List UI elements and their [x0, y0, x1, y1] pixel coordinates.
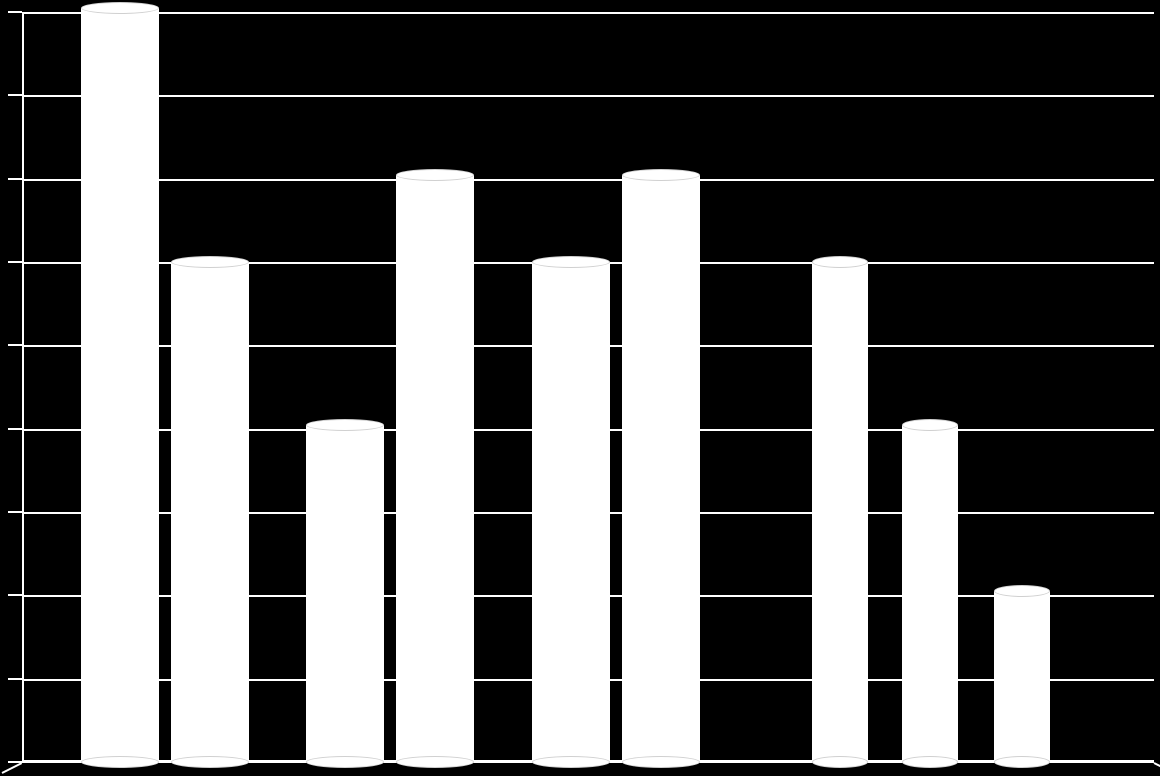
bar — [396, 175, 474, 763]
bar — [812, 262, 868, 762]
bar-base-cap — [306, 756, 384, 768]
bar-body — [812, 262, 868, 762]
y-axis-tick — [8, 594, 22, 596]
bar-base-cap — [171, 756, 249, 768]
bar — [622, 175, 700, 763]
y-axis-tick — [8, 261, 22, 263]
bar-base-cap — [812, 756, 868, 768]
gridline — [22, 95, 1154, 97]
bar-top-cap — [171, 256, 249, 268]
bar — [994, 591, 1050, 762]
bar-body — [81, 8, 159, 762]
y-axis-tick — [8, 511, 22, 513]
bar-base-cap — [396, 756, 474, 768]
bar-body — [306, 425, 384, 763]
bar-chart — [0, 0, 1160, 776]
bar-top-cap — [306, 419, 384, 431]
bar-body — [994, 591, 1050, 762]
bar-base-cap — [622, 756, 700, 768]
bar-body — [532, 262, 610, 762]
y-axis-tick — [8, 11, 22, 13]
bar-body — [902, 425, 958, 763]
bar — [171, 262, 249, 762]
axis-3d-diagonal-right — [1154, 762, 1160, 774]
bar — [532, 262, 610, 762]
bar-top-cap — [396, 169, 474, 181]
bar-base-cap — [994, 756, 1050, 768]
bar-top-cap — [902, 419, 958, 431]
gridline — [22, 179, 1154, 181]
bar — [81, 8, 159, 762]
bar — [902, 425, 958, 763]
y-axis-tick — [8, 428, 22, 430]
gridline — [22, 12, 1154, 14]
bar-base-cap — [532, 756, 610, 768]
bar-base-cap — [81, 756, 159, 768]
y-axis-tick — [8, 94, 22, 96]
y-axis-tick — [8, 678, 22, 680]
bar-top-cap — [532, 256, 610, 268]
y-axis-line — [22, 12, 24, 762]
axis-3d-diagonal-left — [2, 762, 23, 774]
bar-top-cap — [81, 2, 159, 14]
bar-top-cap — [812, 256, 868, 268]
y-axis-tick — [8, 344, 22, 346]
bar-body — [171, 262, 249, 762]
bar-base-cap — [902, 756, 958, 768]
bar-body — [396, 175, 474, 763]
bar-top-cap — [622, 169, 700, 181]
bar — [306, 425, 384, 763]
y-axis-tick — [8, 178, 22, 180]
plot-area — [22, 12, 1154, 762]
bar-body — [622, 175, 700, 763]
